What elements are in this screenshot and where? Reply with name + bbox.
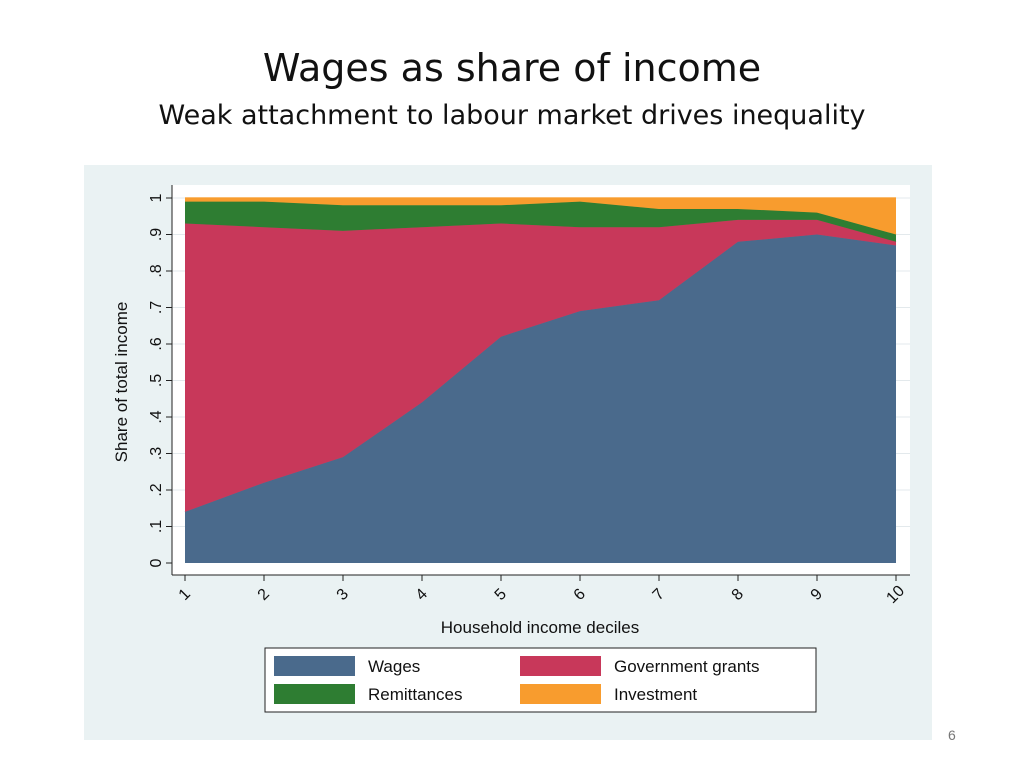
y-tick-label: .4	[148, 410, 165, 423]
slide-title: Wages as share of income	[262, 46, 762, 90]
x-tick-label: 9	[808, 586, 826, 604]
y-tick-label: .3	[148, 447, 165, 460]
stacked-area-chart: 0 .1 .2 .3 .4 .5 .6 .7 .8 .9 1 1 2 3 4 5 6 7 8 9 10 Share of…	[112, 185, 910, 713]
axes: 0 .1 .2 .3 .4 .5 .6 .7 .8 .9 1 1 2 3 4 5 6 7 8 9 10	[148, 185, 910, 607]
y-tick-label: .9	[148, 228, 165, 241]
y-tick-label: 0	[148, 558, 165, 567]
y-tick-label: 1	[148, 193, 165, 202]
y-tick-label: .1	[148, 520, 165, 533]
page-number: 6	[948, 727, 956, 743]
area-government-grants	[185, 219, 896, 512]
y-tick-label: .6	[148, 337, 165, 350]
y-tick-label: .5	[148, 374, 165, 387]
legend-swatch	[274, 656, 355, 676]
legend-swatch	[520, 684, 601, 704]
series-areas	[184, 197, 897, 563]
x-tick-label: 1	[176, 586, 194, 604]
y-tick-label: .7	[148, 301, 165, 314]
chart-panel: 0 .1 .2 .3 .4 .5 .6 .7 .8 .9 1 1 2 3 4 5 6 7 8 9 10 Share of…	[84, 165, 932, 740]
x-tick-label: 7	[650, 586, 668, 604]
x-tick-label: 5	[492, 586, 510, 604]
area-wages	[185, 234, 896, 563]
x-tick-label: 4	[413, 586, 431, 604]
slide-subtitle: Weak attachment to labour market drives …	[158, 100, 866, 131]
legend-swatch	[520, 656, 601, 676]
area-remittances	[185, 201, 896, 242]
legend-label: Investment	[614, 685, 697, 704]
legend-label: Government grants	[614, 657, 760, 676]
area-investment	[185, 198, 896, 235]
x-tick-label: 2	[255, 586, 273, 604]
line-remittances	[185, 200, 897, 236]
legend: Wages Government grants Remittances Investm…	[264, 647, 817, 713]
y-axis-label: Share of total income	[112, 302, 131, 463]
legend-label: Wages	[368, 657, 420, 676]
x-tick-label: 6	[571, 586, 589, 604]
x-axis-label: Household income deciles	[441, 618, 639, 637]
legend-swatch	[274, 684, 355, 704]
x-tick-label: 8	[729, 586, 747, 604]
x-tick-label: 10	[883, 582, 908, 607]
y-tick-label: .8	[148, 264, 165, 277]
y-tick-label: .2	[148, 483, 165, 496]
x-tick-label: 3	[334, 586, 352, 604]
legend-label: Remittances	[368, 685, 462, 704]
